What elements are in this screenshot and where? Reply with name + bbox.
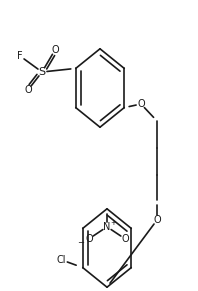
Text: O: O <box>85 234 93 244</box>
Text: O: O <box>24 85 32 95</box>
Text: O: O <box>51 45 59 55</box>
Text: O: O <box>121 234 129 244</box>
Text: O: O <box>153 215 161 225</box>
Text: O: O <box>137 99 145 109</box>
Text: Cl: Cl <box>56 255 66 265</box>
Text: S: S <box>38 67 46 77</box>
Text: −: − <box>77 238 85 247</box>
Text: N: N <box>103 222 111 232</box>
Text: +: + <box>110 220 116 226</box>
Text: F: F <box>17 51 23 61</box>
